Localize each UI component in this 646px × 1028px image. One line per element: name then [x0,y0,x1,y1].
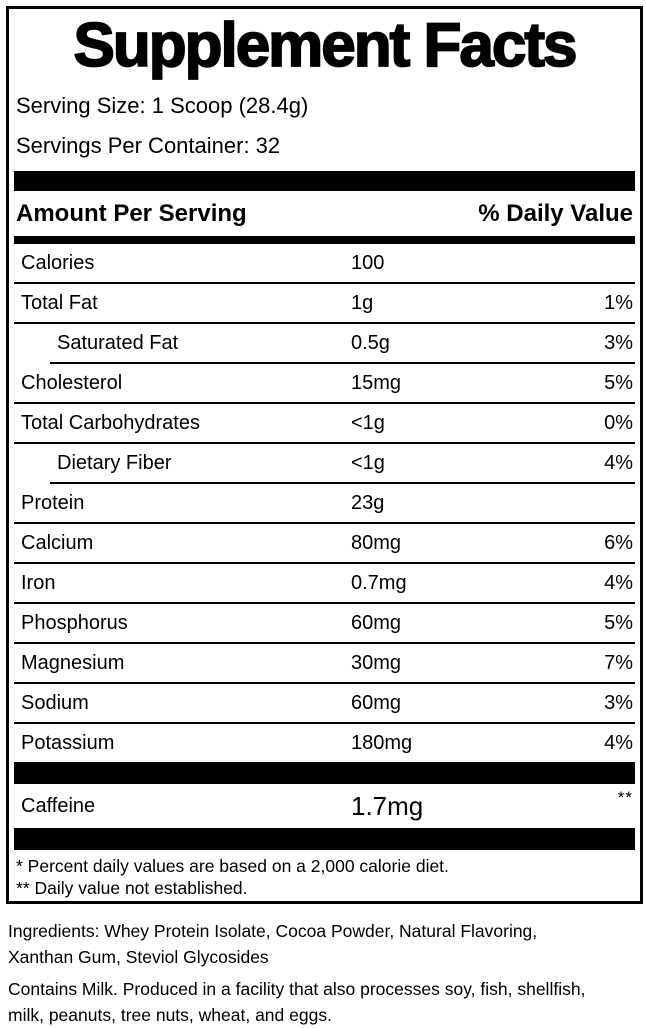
nutrient-daily-value: 1% [604,291,633,314]
nutrient-name: Calcium [21,531,94,554]
nutrient-name: Cholesterol [21,371,123,394]
allergen-statement: Contains Milk. Produced in a facility th… [8,976,642,1028]
nutrient-daily-value: ** [617,788,633,807]
thick-divider-bar-top [14,171,635,191]
nutrient-daily-value: 4% [604,731,633,754]
table-row: Magnesium 30mg 7% [14,644,635,682]
table-row: Total Carbohydrates <1g 0% [14,404,635,442]
nutrient-daily-value: 7% [604,651,633,674]
nutrient-daily-value: 3% [604,691,633,714]
nutrient-daily-value: 5% [604,611,633,634]
table-row: Phosphorus 60mg 5% [14,604,635,642]
table-row: Protein 23g [14,484,635,522]
table-row: Potassium 180mg 4% [14,724,635,762]
nutrient-amount: 80mg [351,531,402,554]
nutrient-name: Total Fat [21,291,98,314]
nutrient-amount: 0.5g [351,331,390,354]
nutrient-amount: 15mg [351,371,402,394]
nutrient-name: Magnesium [21,651,125,674]
nutrient-amount: <1g [351,411,385,434]
table-row-caffeine: Caffeine 1.7mg ** [14,784,635,828]
medium-divider-bar [14,236,635,244]
panel-title: Supplement Facts [73,11,579,80]
nutrient-daily-value: 0% [604,411,633,434]
thick-divider-bar-mid [14,762,635,784]
nutrient-amount: 60mg [351,611,402,634]
nutrient-name: Sodium [21,691,89,714]
thick-divider-bar-bottom [14,828,635,850]
nutrient-amount: 1g [351,291,374,314]
nutrient-name: Protein [21,491,85,514]
nutrient-amount: <1g [351,451,385,474]
nutrient-amount: 60mg [351,691,402,714]
nutrient-name: Iron [21,571,56,594]
row-separator [50,482,635,484]
nutrient-name: Potassium [21,731,115,754]
nutrient-name: Caffeine [21,794,96,817]
supplement-facts-panel: Supplement Facts Serving Size: 1 Scoop (… [6,6,643,904]
nutrient-table: Calories 100 Total Fat 1g 1% Saturated F… [14,244,635,762]
row-separator [14,442,635,444]
nutrient-amount: 0.7mg [351,571,407,594]
nutrient-daily-value: 4% [604,571,633,594]
footnote-daily-values: * Percent daily values are based on a 2,… [16,856,449,876]
row-separator [14,682,635,684]
allergen-line-1: Contains Milk. Produced in a facility th… [8,979,586,999]
nutrient-daily-value: 4% [604,451,633,474]
footnotes: * Percent daily values are based on a 2,… [16,855,635,899]
table-row: Calcium 80mg 6% [14,524,635,562]
ingredients-text: Ingredients: Whey Protein Isolate, Cocoa… [8,918,642,970]
daily-value-header: % Daily Value [478,199,633,227]
allergen-line-2: milk, peanuts, tree nuts, wheat, and egg… [8,1005,332,1025]
nutrient-daily-value: 3% [604,331,633,354]
servings-per-container-text: Servings Per Container: 32 [16,133,281,158]
row-separator [14,562,635,564]
row-separator [14,722,635,724]
nutrient-name: Dietary Fiber [57,451,172,474]
row-separator [14,402,635,404]
table-row: Iron 0.7mg 4% [14,564,635,602]
footnote-not-established: ** Daily value not established. [16,878,248,898]
row-separator [14,322,635,324]
amount-per-serving-header: Amount Per Serving [16,199,247,227]
table-row: Cholesterol 15mg 5% [14,364,635,402]
row-separator [50,362,635,364]
nutrient-amount: 180mg [351,731,413,754]
table-row: Dietary Fiber <1g 4% [14,444,635,482]
nutrient-amount: 100 [351,251,385,274]
nutrient-daily-value: 5% [604,371,633,394]
ingredients-line-1: Ingredients: Whey Protein Isolate, Cocoa… [8,921,538,941]
nutrient-amount: 1.7mg [351,790,424,821]
row-separator [14,602,635,604]
nutrient-name: Saturated Fat [57,331,179,354]
row-separator [14,522,635,524]
row-separator [14,282,635,284]
table-header-row: Amount Per Serving % Daily Value [14,191,635,236]
serving-size-text: Serving Size: 1 Scoop (28.4g) [16,93,309,118]
nutrient-daily-value: 6% [604,531,633,554]
nutrient-name: Calories [21,251,95,274]
row-separator [14,642,635,644]
ingredients-line-2: Xanthan Gum, Steviol Glycosides [8,947,269,967]
table-row: Saturated Fat 0.5g 3% [14,324,635,362]
nutrient-name: Total Carbohydrates [21,411,200,434]
nutrient-amount: 30mg [351,651,402,674]
nutrient-amount: 23g [351,491,385,514]
table-row: Calories 100 [14,244,635,282]
nutrient-name: Phosphorus [21,611,128,634]
table-row: Sodium 60mg 3% [14,684,635,722]
table-row: Total Fat 1g 1% [14,284,635,322]
